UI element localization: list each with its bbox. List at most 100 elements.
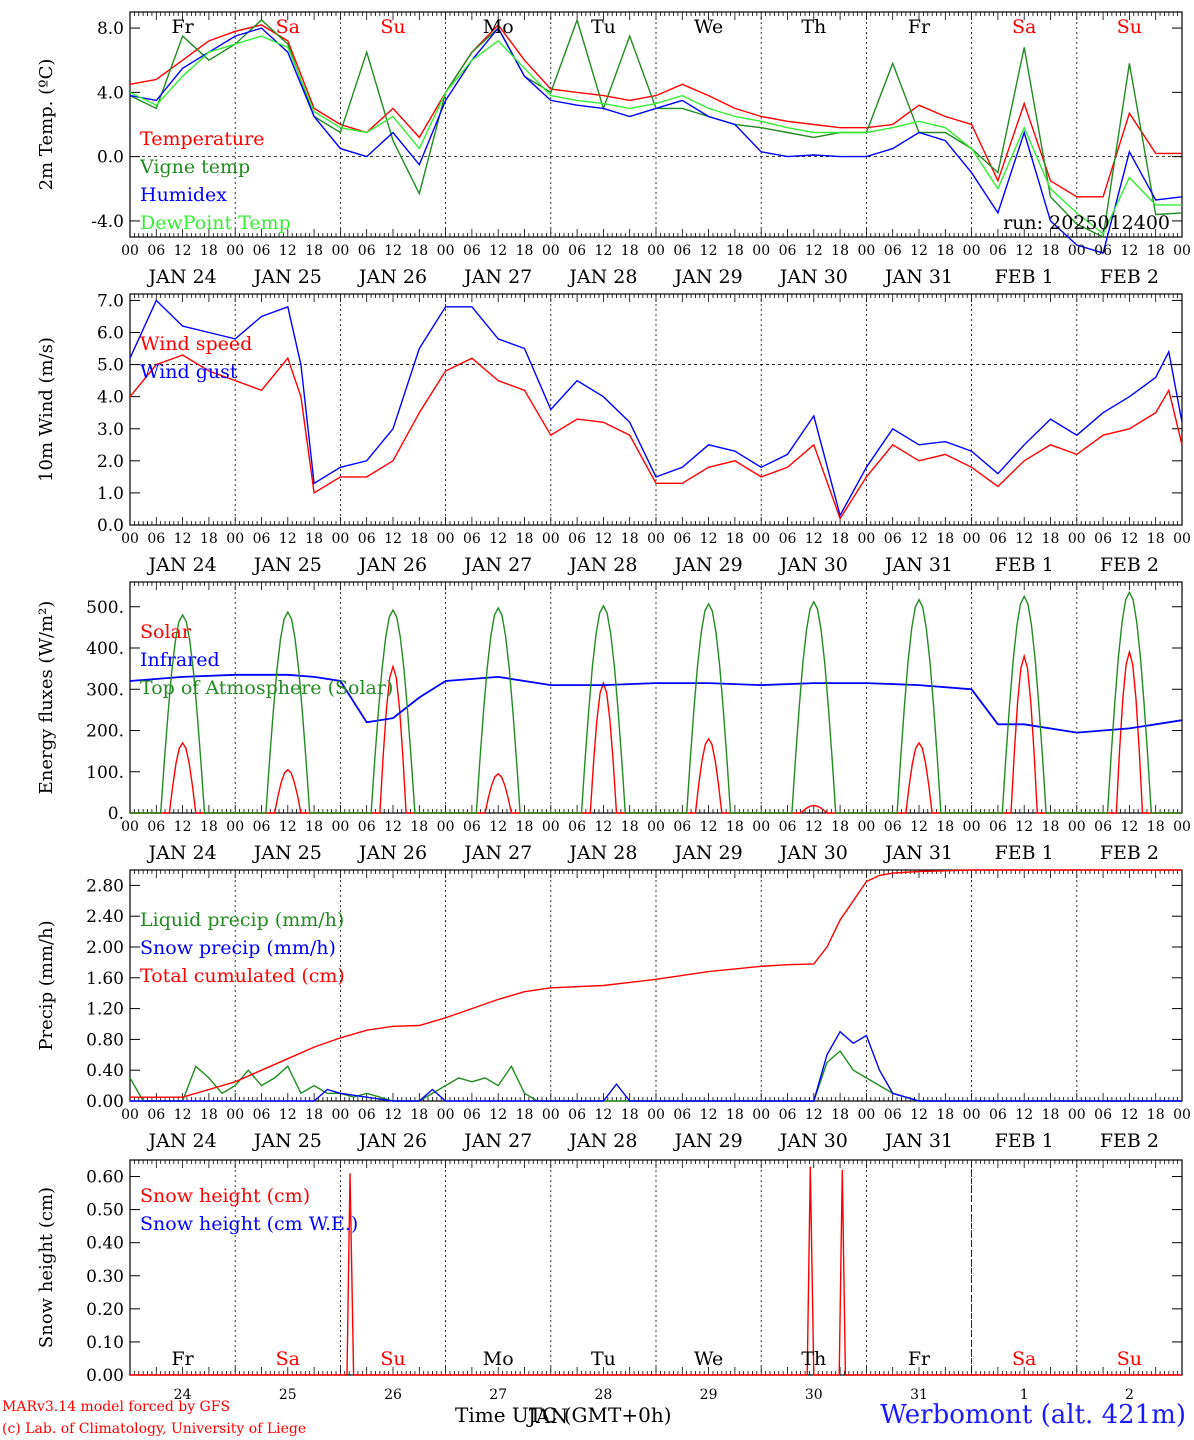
series-line-wind-gust xyxy=(129,299,1183,518)
hour-label: 06 xyxy=(1094,819,1112,835)
hour-label: 06 xyxy=(568,531,586,547)
hour-label: 06 xyxy=(147,531,165,547)
hour-label: 18 xyxy=(305,243,323,259)
weekday-label: Th xyxy=(801,1348,826,1370)
hour-label: 18 xyxy=(516,819,534,835)
legend-entry: Snow height (cm W.E.) xyxy=(140,1213,358,1235)
weekday-label: Su xyxy=(380,1348,405,1370)
day-number-label: 30 xyxy=(805,1387,823,1403)
hour-label: 12 xyxy=(384,531,402,547)
y-tick-label: 5.0 xyxy=(97,356,124,376)
hour-label: 00 xyxy=(857,1107,875,1123)
hour-label: 00 xyxy=(437,243,455,259)
y-tick-label: 0.40 xyxy=(86,1061,124,1081)
y-tick-label: 1.60 xyxy=(86,969,124,989)
hour-label: 12 xyxy=(174,819,192,835)
hour-label: 12 xyxy=(1015,243,1033,259)
hour-label: 18 xyxy=(1042,819,1060,835)
hour-label: 00 xyxy=(1068,531,1086,547)
day-number-label: 25 xyxy=(279,1387,297,1403)
legend-entry: Infrared xyxy=(140,649,220,671)
hour-label: 18 xyxy=(621,819,639,835)
series-line-humidex xyxy=(129,26,1183,254)
hour-label: 00 xyxy=(437,1107,455,1123)
day-number-label: 26 xyxy=(384,1387,402,1403)
hour-label: 18 xyxy=(726,819,744,835)
hour-label: 00 xyxy=(963,531,981,547)
hour-label: 00 xyxy=(542,531,560,547)
hour-label: 06 xyxy=(884,243,902,259)
hour-label: 00 xyxy=(752,531,770,547)
hour-label: 06 xyxy=(253,1107,271,1123)
hour-label: 12 xyxy=(384,1107,402,1123)
hour-label: 12 xyxy=(594,1107,612,1123)
hour-label: 18 xyxy=(200,819,218,835)
hour-label: 18 xyxy=(726,243,744,259)
weekday-label: We xyxy=(694,1348,723,1370)
hour-label: 12 xyxy=(700,819,718,835)
hour-label: 00 xyxy=(121,243,139,259)
legend-entry: Wind speed xyxy=(140,333,252,355)
hour-label: 00 xyxy=(437,819,455,835)
date-label: JAN 31 xyxy=(883,1130,953,1152)
date-label: JAN 27 xyxy=(462,554,532,576)
series-line-snow-precip-mm-h- xyxy=(130,1030,1182,1102)
hour-label: 00 xyxy=(647,531,665,547)
hour-label: 06 xyxy=(779,243,797,259)
hour-label: 06 xyxy=(989,243,1007,259)
hour-label: 18 xyxy=(621,531,639,547)
hour-label: 12 xyxy=(910,819,928,835)
hour-label: 00 xyxy=(647,819,665,835)
hour-label: 12 xyxy=(910,243,928,259)
hour-label: 06 xyxy=(884,1107,902,1123)
date-label: JAN 28 xyxy=(567,842,637,864)
hour-label: 18 xyxy=(936,243,954,259)
hour-label: 00 xyxy=(857,819,875,835)
legend-entry: Top of Atmosphere (Solar) xyxy=(140,677,393,699)
date-label: JAN 31 xyxy=(883,554,953,576)
hour-label: 00 xyxy=(331,531,349,547)
date-label: FEB 2 xyxy=(1100,1130,1159,1152)
hour-label: 18 xyxy=(621,1107,639,1123)
hour-label: 00 xyxy=(121,531,139,547)
series-line-infrared xyxy=(129,673,1183,734)
hour-label: 00 xyxy=(752,819,770,835)
date-label: JAN 25 xyxy=(252,554,322,576)
series-line-total-cumulated-cm- xyxy=(130,869,1182,1098)
hour-label: 00 xyxy=(963,243,981,259)
date-label: JAN 30 xyxy=(778,554,848,576)
y-tick-label: 1.0 xyxy=(97,484,124,504)
hour-label: 00 xyxy=(542,1107,560,1123)
legend-entry: Humidex xyxy=(140,184,227,206)
hour-label: 06 xyxy=(358,819,376,835)
y-tick-label: 0.40 xyxy=(86,1234,124,1254)
hour-label: 00 xyxy=(752,243,770,259)
hour-label: 18 xyxy=(410,1107,428,1123)
hour-label: 06 xyxy=(673,819,691,835)
date-label: JAN 27 xyxy=(462,1130,532,1152)
legend-entry: Snow precip (mm/h) xyxy=(140,937,336,959)
date-label: JAN 24 xyxy=(147,266,217,288)
hour-label: 12 xyxy=(1120,243,1138,259)
hour-label: 12 xyxy=(1015,1107,1033,1123)
hour-label: 12 xyxy=(1015,819,1033,835)
model-credit: MARv3.14 model forced by GFS xyxy=(2,1399,231,1415)
y-tick-label: 500. xyxy=(86,598,124,618)
hour-label: 00 xyxy=(1068,1107,1086,1123)
y-tick-label: 2.00 xyxy=(86,938,124,958)
date-label: FEB 1 xyxy=(995,1130,1054,1152)
legend-entry: Snow height (cm) xyxy=(140,1185,310,1207)
y-tick-label: 7.0 xyxy=(97,291,124,311)
date-label: JAN 31 xyxy=(883,842,953,864)
hour-label: 00 xyxy=(121,1107,139,1123)
date-label: JAN 29 xyxy=(673,842,743,864)
hour-label: 06 xyxy=(673,243,691,259)
hour-label: 12 xyxy=(489,1107,507,1123)
hour-label: 00 xyxy=(226,243,244,259)
weekday-label: Fr xyxy=(908,1348,931,1370)
weekday-label: Fr xyxy=(171,16,194,38)
weekday-label: Mo xyxy=(483,1348,514,1370)
date-label: JAN 30 xyxy=(778,266,848,288)
hour-label: 06 xyxy=(884,531,902,547)
hour-label: 12 xyxy=(279,243,297,259)
